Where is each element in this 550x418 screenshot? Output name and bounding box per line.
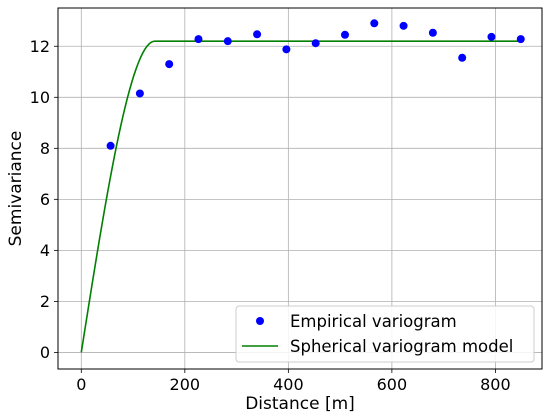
empirical-point	[135, 89, 144, 98]
empirical-point	[311, 39, 320, 48]
axis-ticks: 0 200 400 600 800 0 2 4 6 8 10 12	[30, 37, 511, 394]
empirical-point	[458, 53, 467, 62]
x-tick-label: 400	[273, 375, 304, 394]
series-layer	[80, 19, 525, 353]
legend-box	[235, 305, 535, 363]
y-tick-label: 8	[40, 139, 50, 158]
empirical-point	[340, 30, 349, 39]
y-tick-label: 0	[40, 343, 50, 362]
plot-frame	[57, 7, 543, 370]
y-tick-label: 12	[30, 37, 50, 56]
x-tick-label: 800	[480, 375, 511, 394]
legend: Empirical variogram Spherical variogram m…	[235, 305, 535, 363]
empirical-point	[516, 35, 525, 44]
y-tick-label: 6	[40, 190, 50, 209]
x-tick-label: 0	[76, 375, 86, 394]
y-tick-label: 4	[40, 241, 50, 260]
x-tick-label: 600	[377, 375, 408, 394]
y-tick-label: 10	[30, 88, 50, 107]
empirical-point	[428, 28, 437, 37]
empirical-point	[487, 32, 496, 41]
x-tick-label: 200	[170, 375, 201, 394]
x-axis-label: Distance [m]	[245, 394, 355, 414]
spherical-model-line	[80, 40, 521, 353]
empirical-point	[223, 37, 232, 46]
y-axis-label: Semivariance	[6, 131, 26, 247]
legend-label: Empirical variogram	[290, 312, 457, 331]
legend-label: Spherical variogram model	[290, 337, 513, 356]
empirical-point	[370, 19, 379, 28]
empirical-point	[253, 30, 262, 39]
legend-marker-points	[256, 317, 264, 325]
empirical-point	[194, 35, 203, 44]
empirical-point	[282, 45, 291, 54]
y-tick-label: 2	[40, 292, 50, 311]
empirical-point	[399, 21, 408, 30]
empirical-point	[106, 141, 115, 150]
empirical-point	[165, 60, 174, 69]
